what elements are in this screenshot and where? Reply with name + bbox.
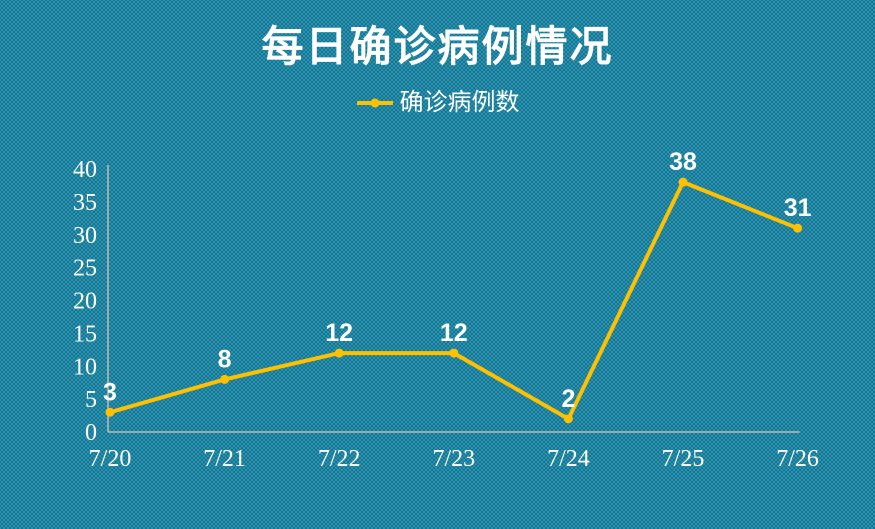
data-point-marker <box>678 177 688 187</box>
data-point-label: 8 <box>218 345 232 373</box>
data-point-label: 3 <box>103 378 117 406</box>
data-point-marker <box>334 348 344 358</box>
data-point-label: 2 <box>561 385 575 413</box>
legend-label: 确诊病例数 <box>399 89 520 116</box>
x-tick-label: 7/23 <box>432 446 475 472</box>
data-point-marker <box>563 414 573 424</box>
legend-line-marker-icon <box>356 98 393 108</box>
data-point-marker <box>105 407 115 417</box>
y-tick-label: 25 <box>73 256 97 282</box>
data-point-label: 12 <box>440 319 468 347</box>
x-tick-label: 7/26 <box>776 446 819 472</box>
y-tick-label: 20 <box>73 289 97 315</box>
y-tick-label: 5 <box>85 387 97 413</box>
data-point-marker <box>793 223 803 233</box>
chart-title: 每日确诊病例情况 <box>261 23 614 70</box>
data-point-label: 31 <box>784 194 812 222</box>
y-tick-label: 15 <box>73 321 97 347</box>
y-tick-label: 35 <box>73 190 97 216</box>
y-tick-label: 40 <box>73 157 97 183</box>
data-point-label: 12 <box>325 319 353 347</box>
y-tick-label: 30 <box>73 223 97 249</box>
x-tick-label: 7/21 <box>203 446 246 472</box>
legend: 确诊病例数 <box>0 90 875 116</box>
x-tick-label: 7/20 <box>89 446 132 472</box>
series-line <box>108 180 800 421</box>
x-tick-label: 7/22 <box>318 446 361 472</box>
y-tick-label: 0 <box>85 420 97 446</box>
data-point-marker <box>220 374 230 384</box>
y-tick-label: 10 <box>73 354 97 380</box>
data-point-marker <box>449 348 459 358</box>
data-point-label: 38 <box>669 148 697 176</box>
x-tick-label: 7/25 <box>662 446 705 472</box>
x-tick-label: 7/24 <box>547 446 590 472</box>
